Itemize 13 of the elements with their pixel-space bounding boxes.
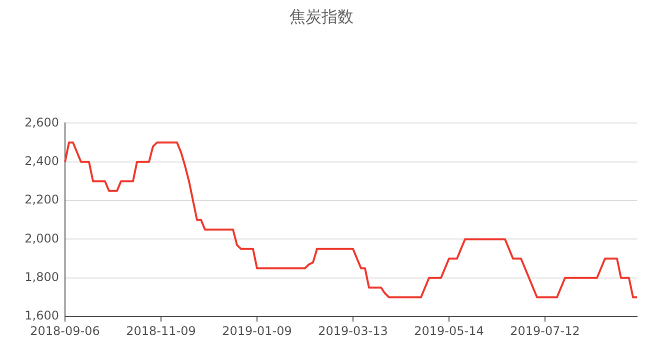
x-tick-label: 2019-07-12 <box>510 324 580 338</box>
y-tick-label: 1,800 <box>24 270 59 284</box>
chart-title: 焦炭指数 <box>290 6 354 26</box>
x-tick-label: 2018-09-06 <box>30 324 100 338</box>
x-tick-label: 2019-03-13 <box>318 324 388 338</box>
y-tick-label: 2,200 <box>24 192 59 207</box>
y-tick-label: 2,000 <box>24 231 59 246</box>
y-tick-label: 2,400 <box>24 154 59 168</box>
x-tick-label: 2019-05-14 <box>414 324 484 338</box>
x-tick-label: 2018-11-09 <box>126 324 196 338</box>
y-tick-label: 1,600 <box>24 308 59 323</box>
y-tick-label: 2,600 <box>24 115 59 130</box>
x-tick-label: 2019-01-09 <box>222 324 292 338</box>
